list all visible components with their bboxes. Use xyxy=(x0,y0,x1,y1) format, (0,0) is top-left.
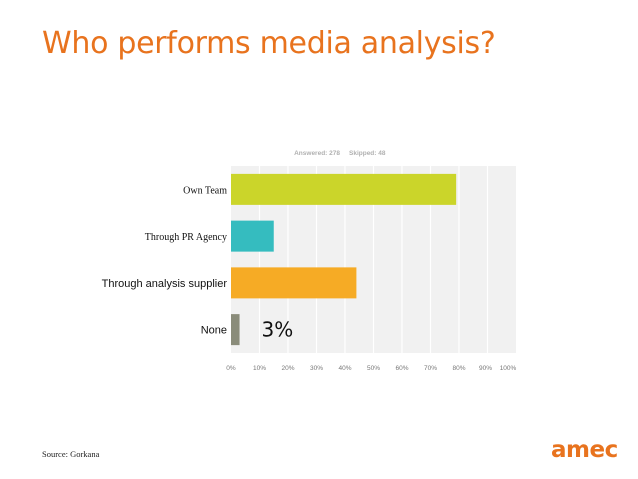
x-tick-label: 100% xyxy=(500,365,517,372)
x-tick-label: 50% xyxy=(367,365,380,372)
x-tick-label: 30% xyxy=(310,365,323,372)
skipped-count: Skipped: 48 xyxy=(349,150,386,157)
slide-title: Who performs media analysis? xyxy=(42,26,496,61)
x-tick-label: 20% xyxy=(281,365,294,372)
category-label: None xyxy=(201,325,227,337)
x-tick-label: 70% xyxy=(424,365,437,372)
bar-annotation: 3% xyxy=(262,318,294,342)
x-tick-label: 80% xyxy=(452,365,465,372)
bar xyxy=(231,173,457,205)
bar xyxy=(231,267,357,299)
x-tick-label: 0% xyxy=(226,365,236,372)
amec-logo: amec xyxy=(551,437,618,463)
answered-count: Answered: 278 xyxy=(294,150,340,157)
x-tick-label: 40% xyxy=(338,365,351,372)
category-label: Through PR Agency xyxy=(145,232,227,243)
bar xyxy=(231,314,240,346)
source-note: Source: Gorkana xyxy=(42,449,100,459)
category-label: Through analysis supplier xyxy=(102,278,228,290)
x-tick-label: 10% xyxy=(253,365,266,372)
bar xyxy=(231,220,274,252)
category-label: Own Team xyxy=(183,185,227,196)
x-tick-label: 90% xyxy=(479,365,492,372)
x-tick-label: 60% xyxy=(395,365,408,372)
